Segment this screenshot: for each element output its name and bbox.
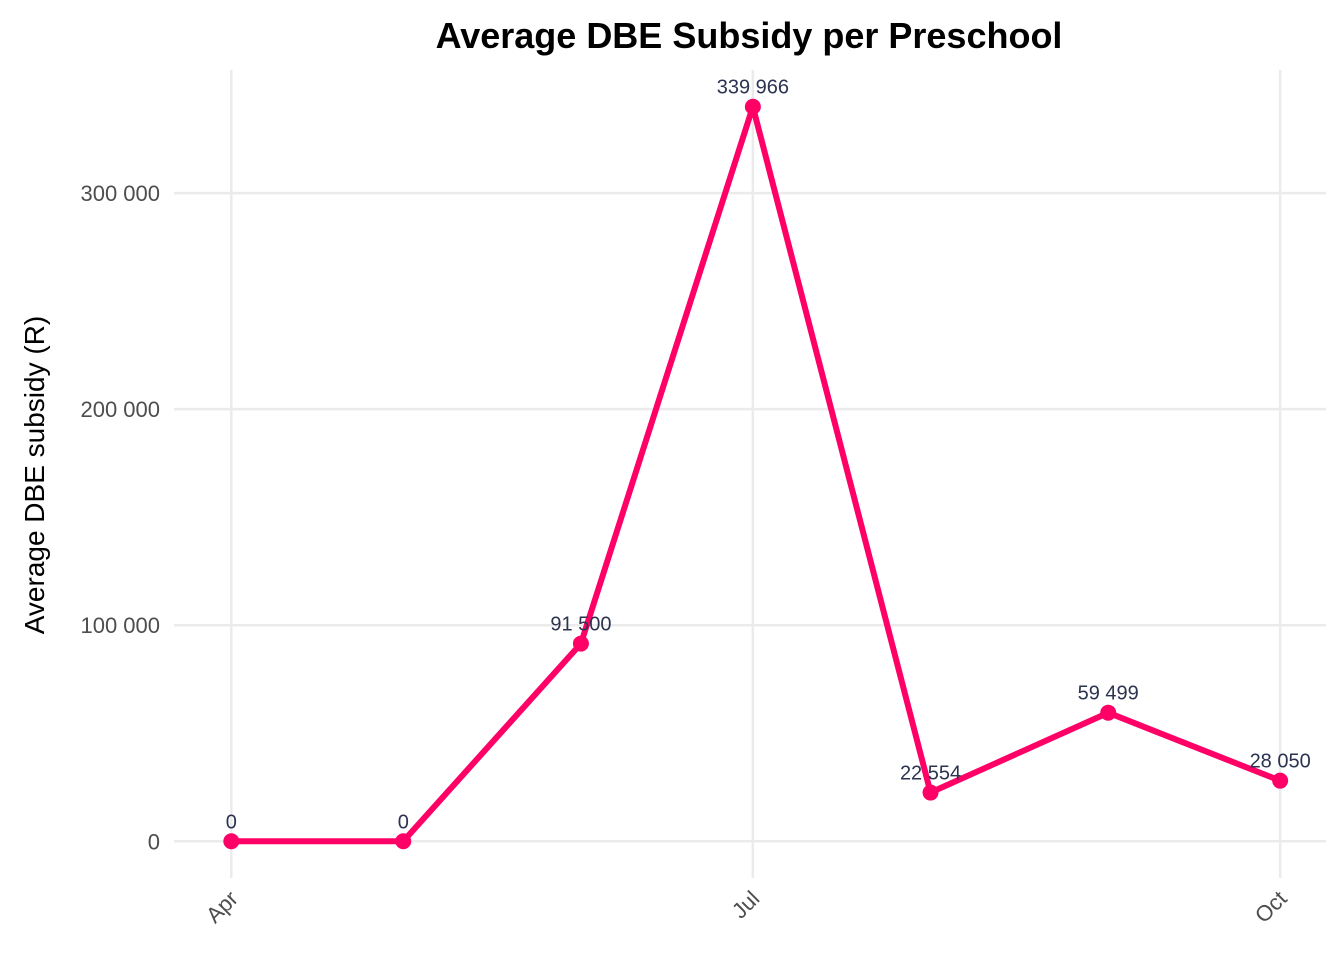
data-label: 22 554: [900, 763, 961, 785]
data-label: 339 966: [717, 77, 789, 99]
series-layer: [223, 98, 1289, 850]
gridlines: [174, 70, 1326, 878]
data-label: 28 050: [1250, 751, 1311, 773]
y-tick-label: 100 000: [80, 613, 160, 638]
data-point: [1272, 772, 1289, 789]
data-point: [395, 833, 412, 850]
data-label: 59 499: [1078, 683, 1139, 705]
x-tick-label: Jul: [727, 886, 765, 924]
data-point: [572, 635, 589, 652]
y-tick-label: 0: [148, 829, 160, 854]
series-line: [228, 103, 1284, 845]
data-labels: 0 0 91 500 339 966 22 554 59 499 28 050: [226, 77, 1311, 834]
data-label: 0: [226, 811, 237, 833]
x-tick-label: Apr: [201, 886, 243, 928]
data-point: [744, 98, 761, 115]
data-point: [223, 833, 240, 850]
data-label: 0: [398, 811, 409, 833]
chart-title: Average DBE Subsidy per Preschool: [436, 15, 1063, 56]
y-tick-label: 200 000: [80, 397, 160, 422]
y-tick-label: 300 000: [80, 181, 160, 206]
axis-labels: 0 100 000 200 000 300 000 Apr Jul Oct: [80, 181, 1291, 928]
y-axis-label: Average DBE subsidy (R): [19, 316, 50, 635]
x-tick-label: Oct: [1250, 886, 1292, 928]
data-point: [1100, 704, 1117, 721]
data-label: 91 500: [550, 614, 611, 636]
data-point: [922, 784, 939, 801]
